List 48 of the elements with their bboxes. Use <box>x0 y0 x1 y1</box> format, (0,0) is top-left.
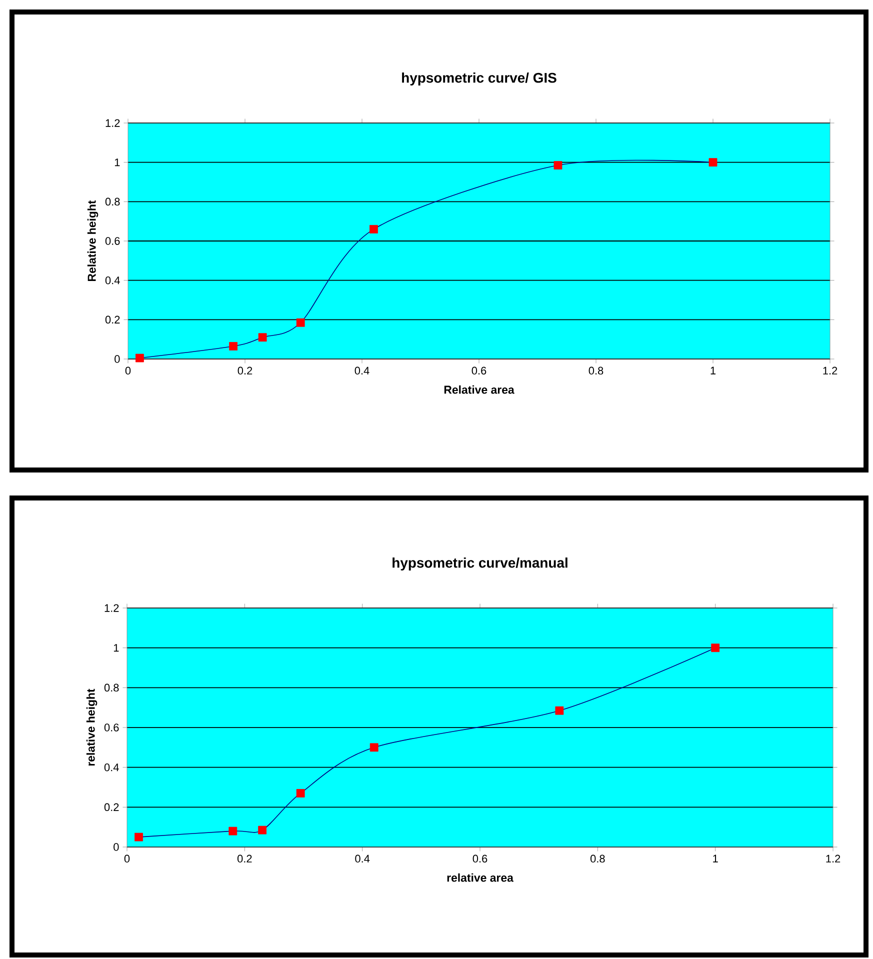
y-tick-label: 0.4 <box>105 276 120 284</box>
point <box>711 644 720 652</box>
chart-title: hypsometric curve/ GIS <box>402 72 556 86</box>
x-tick-label: 0.6 <box>472 366 486 375</box>
point <box>229 342 238 350</box>
y-tick-label: 0.2 <box>105 316 120 324</box>
x-tick-label: 0.8 <box>588 366 604 375</box>
x-tick-label: 0 <box>125 366 131 375</box>
x-tick-label: 0 <box>124 854 130 863</box>
y-tick-label: 1.2 <box>104 604 119 612</box>
point <box>134 832 143 842</box>
x-tick-label: 1 <box>713 854 718 862</box>
x-tick-label: 0.4 <box>354 366 370 375</box>
x-tick-label: 1.2 <box>826 854 840 862</box>
y-tick-label: 0 <box>114 843 119 851</box>
y-axis-title: relative height <box>86 688 98 766</box>
y-tick-label: 0.4 <box>104 763 119 772</box>
y-tick-label: 0.8 <box>105 198 120 206</box>
x-axis-title: relative area <box>447 873 514 882</box>
point <box>370 225 378 234</box>
x-tick-label: 0.6 <box>472 854 488 863</box>
y-tick-label: 0.6 <box>104 724 119 732</box>
y-tick-label: 0.2 <box>104 803 119 812</box>
x-tick-label: 1.2 <box>823 366 838 374</box>
chart-title: hypsometric curve/manual <box>392 558 568 571</box>
point <box>708 158 718 167</box>
y-tick-label: 1 <box>114 158 120 166</box>
point <box>370 743 378 752</box>
point <box>258 826 267 834</box>
y-tick-label: 0 <box>114 355 120 363</box>
x-tick-label: 0.2 <box>238 366 252 375</box>
y-tick-label: 1 <box>114 644 119 652</box>
x-tick-label: 0.4 <box>355 854 370 863</box>
point <box>136 354 144 362</box>
point <box>228 826 238 836</box>
y-tick-label: 0.8 <box>104 684 119 692</box>
point <box>554 161 562 170</box>
point <box>296 318 305 327</box>
x-tick-label: 1 <box>710 366 716 374</box>
x-axis-title: Relative area <box>444 385 514 394</box>
point <box>296 789 305 798</box>
y-axis-title: Relative height <box>87 200 98 281</box>
y-tick-label: 1.2 <box>106 119 120 127</box>
y-tick-label: 0.6 <box>105 237 120 245</box>
point <box>555 706 564 715</box>
point <box>258 333 267 342</box>
x-tick-label: 0.8 <box>590 854 605 863</box>
x-tick-label: 0.2 <box>237 854 252 863</box>
